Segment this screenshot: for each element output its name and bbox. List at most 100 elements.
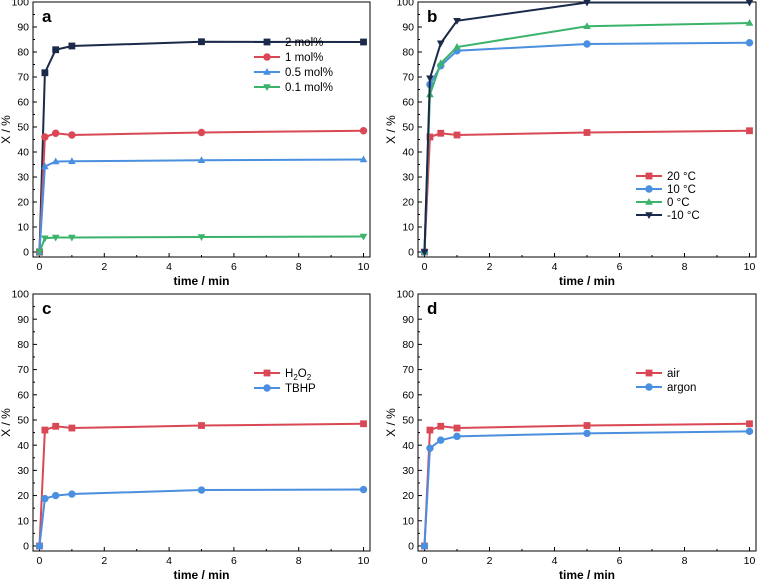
series-10-c (420, 0, 754, 256)
legend-marker (263, 53, 271, 61)
legend-marker (263, 38, 271, 46)
series-0-c (420, 19, 754, 255)
data-point (52, 46, 60, 54)
legend-marker (645, 212, 653, 219)
legend-label: 0.5 mol% (285, 67, 333, 79)
x-tick-label: 10 (744, 555, 756, 567)
panel-b: 0 10 20 30 40 50 60 70 80 90 100 0 2 4 6 8 10 time / min X… (384, 0, 757, 288)
series-line (38, 488, 364, 547)
series-line (38, 158, 364, 253)
legend-marker (645, 369, 653, 377)
y-tick-label: 90 (17, 22, 29, 34)
data-point (745, 19, 754, 26)
panel-letter: c (42, 299, 51, 318)
y-tick-label: 100 (11, 0, 29, 9)
series-air (421, 420, 753, 550)
data-point (426, 75, 434, 83)
data-point (360, 420, 367, 428)
legend-marker (645, 383, 653, 391)
data-point (41, 235, 49, 243)
data-point (41, 133, 49, 141)
series-20-c (421, 127, 753, 256)
y-tick-label: 70 (402, 364, 414, 376)
y-tick-label: 40 (402, 440, 414, 452)
y-tick-label: 10 (402, 515, 414, 527)
legend-text-part: H (285, 368, 293, 380)
data-point (359, 485, 368, 494)
data-point (41, 494, 49, 503)
legend-label: argon (667, 382, 696, 394)
legend-entry: -10 °C (636, 210, 700, 222)
x-tick-label: 2 (487, 555, 493, 567)
x-tick-label: 6 (231, 261, 237, 273)
data-point (68, 131, 76, 139)
x-tick-label: 10 (744, 261, 756, 273)
data-point (583, 129, 591, 136)
series-line (423, 22, 750, 253)
data-point (583, 40, 591, 48)
data-point (68, 157, 76, 165)
data-point (68, 490, 76, 498)
y-tick-label: 80 (17, 47, 29, 59)
data-point (745, 427, 754, 436)
data-point (68, 424, 76, 432)
y-axis-label: X / % (384, 408, 398, 437)
data-point (436, 59, 445, 67)
x-tick-label: 6 (231, 555, 237, 567)
y-tick-label: 20 (17, 490, 29, 502)
y-tick-label: 60 (402, 389, 414, 401)
legend-entry: TBHP (254, 383, 316, 395)
data-point (453, 424, 461, 432)
legend-entry: H2O2 (254, 368, 312, 382)
data-point (197, 234, 206, 241)
y-tick-label: 30 (402, 172, 414, 184)
legend-label: TBHP (285, 383, 316, 395)
y-tick-label: 30 (17, 172, 29, 184)
data-point (35, 249, 44, 256)
series-0-1-mol (35, 233, 368, 256)
x-tick-label: 8 (296, 555, 302, 567)
y-tick-label: 50 (17, 415, 29, 427)
panel-a: 0 10 20 30 40 50 60 70 80 90 100 0 2 4 6 8 10 time / min X… (0, 0, 371, 288)
series-line (38, 129, 364, 253)
legend-label: 10 °C (667, 184, 696, 196)
y-tick-label: 100 (396, 289, 414, 301)
legend-label: 20 °C (667, 171, 696, 183)
series-tbhp (35, 485, 368, 550)
data-point (426, 444, 434, 452)
legend-marker (263, 369, 271, 377)
data-point (426, 133, 434, 141)
y-tick-label: 50 (17, 122, 29, 134)
legend-marker (263, 68, 271, 75)
legend-label: -10 °C (667, 210, 700, 222)
legend-label: 0.1 mol% (285, 82, 333, 94)
x-tick-label: 10 (358, 555, 370, 567)
legend-entry: 0.5 mol% (254, 67, 333, 79)
data-point (583, 429, 591, 438)
y-tick-label: 30 (17, 465, 29, 477)
y-tick-label: 0 (408, 247, 414, 259)
y-tick-label: 40 (17, 147, 29, 159)
legend-entry: 20 °C (636, 171, 696, 183)
y-tick-label: 70 (402, 72, 414, 84)
y-tick-label: 0 (408, 541, 414, 553)
data-point (41, 426, 49, 434)
data-point (52, 422, 60, 430)
data-point (437, 436, 445, 444)
data-point (453, 17, 461, 25)
y-tick-label: 50 (402, 122, 414, 134)
data-point (453, 131, 461, 139)
y-axis-label: X / % (0, 115, 13, 144)
y-tick-label: 10 (17, 515, 29, 527)
series-line (423, 41, 750, 253)
data-point (51, 157, 60, 165)
y-tick-label: 10 (17, 222, 29, 234)
data-point (41, 69, 49, 77)
y-tick-label: 10 (402, 222, 414, 234)
legend-text-part: O (298, 368, 307, 380)
y-axis-label: X / % (0, 408, 13, 437)
y-tick-label: 0 (23, 247, 29, 259)
x-axis-label: time / min (173, 568, 229, 580)
data-point (197, 128, 206, 137)
panel-d: 0 10 20 30 40 50 60 70 80 90 100 0 2 4 6 8 10 time / min X… (384, 289, 757, 580)
